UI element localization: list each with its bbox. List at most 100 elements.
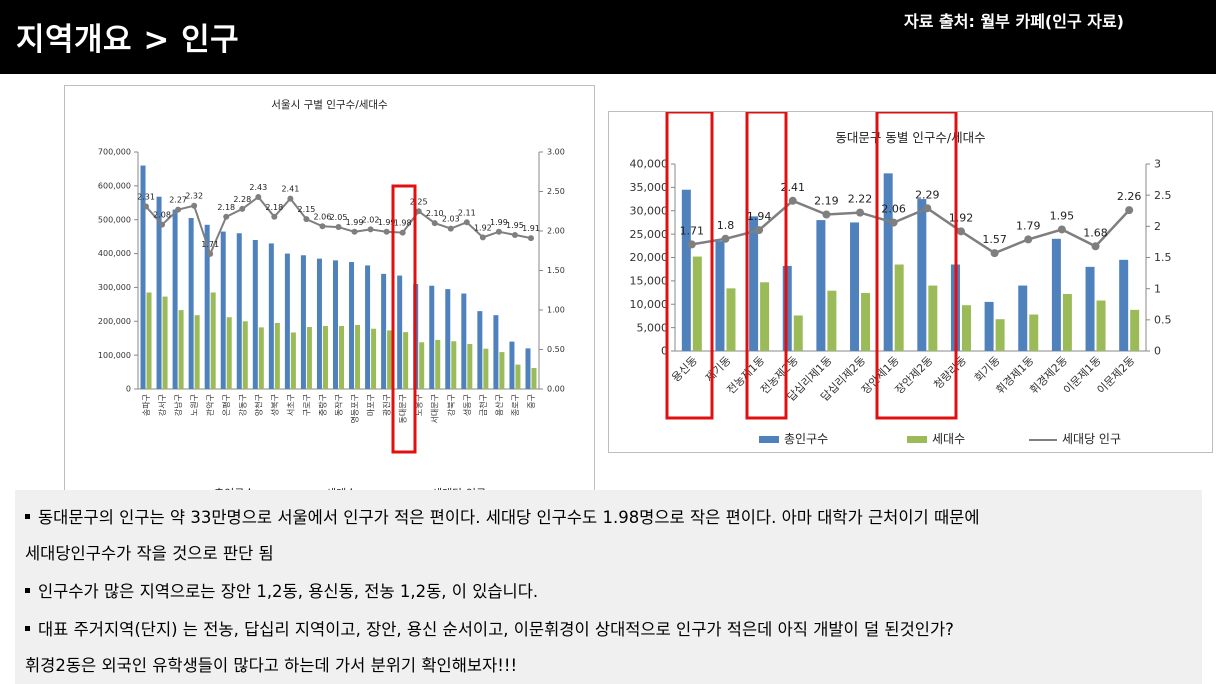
- category-label: 장안제2동: [893, 354, 936, 397]
- data-label: 1.95: [1050, 209, 1075, 222]
- category-label: 성동구: [463, 394, 472, 416]
- bar-households: [467, 343, 473, 389]
- right-legend-total: 총인구수: [759, 430, 828, 447]
- note-text: 인구수가 많은 지역으로는 장안 1,2동, 용신동, 전농 1,2동, 이 있…: [38, 582, 539, 601]
- bar-total-population: [268, 243, 274, 389]
- point-persons-per-household: [223, 213, 230, 220]
- data-label: 1.99: [378, 218, 396, 227]
- point-persons-per-household: [788, 196, 797, 205]
- data-label: 2.25: [410, 197, 428, 206]
- data-label: 2.41: [781, 181, 806, 194]
- data-label: 1.57: [982, 233, 1007, 246]
- point-persons-per-household: [239, 205, 246, 212]
- point-persons-per-household: [383, 228, 390, 235]
- source-note: 자료 출처: 월부 카페(인구 자료): [904, 12, 1124, 31]
- category-label: 제기동: [703, 354, 734, 385]
- data-label: 2.29: [915, 188, 940, 201]
- bar-households: [928, 285, 938, 351]
- seoul-district-chart: 서울시 구별 인구수/세대수 0 100,000 200,000 300,000 400…: [64, 85, 595, 509]
- y-tick-label-left: 40,000: [630, 158, 669, 171]
- data-label: 1.71: [680, 224, 705, 237]
- bar-total-population: [445, 289, 451, 389]
- y-tick-label-left: 30,000: [630, 204, 669, 217]
- y-tick-label-right: 0.50: [547, 345, 565, 354]
- y-tick-label-right: 0: [1154, 345, 1161, 358]
- bar-households: [210, 292, 216, 389]
- y-tick-label-left: 5,000: [637, 321, 669, 334]
- data-label: 2.18: [217, 203, 235, 212]
- dongdaemun-dong-chart: 동대문구 동별 인구수/세대수 0 5,000 10,000 15,000 20,000…: [608, 111, 1213, 453]
- bullet-icon: [25, 626, 30, 631]
- bar-households: [961, 305, 971, 351]
- category-label: 동대문구: [399, 394, 408, 423]
- point-persons-per-household: [1024, 235, 1033, 244]
- category-label: 마포구: [367, 394, 376, 416]
- note-text: 대표 주거지역(단지) 는 전농, 답십리 지역이고, 장안, 용신 순서이고,…: [38, 620, 954, 639]
- category-label: 은평구: [221, 394, 231, 416]
- data-label: 2.41: [281, 185, 299, 194]
- category-label: 종로구: [511, 394, 520, 416]
- data-label: 1.92: [474, 223, 492, 232]
- bar-total-population: [1051, 238, 1061, 351]
- data-label: 2.02: [362, 215, 380, 224]
- y-tick-label-left: 0: [661, 345, 668, 358]
- left-chart-svg: 0 100,000 200,000 300,000 400,000 500,000 600,…: [98, 148, 565, 454]
- header-bar: 지역개요 > 인구 자료 출처: 월부 카페(인구 자료): [0, 0, 1216, 74]
- bar-households: [531, 368, 537, 389]
- bar-households: [760, 282, 770, 351]
- point-persons-per-household: [463, 219, 470, 226]
- point-persons-per-household: [479, 234, 486, 241]
- y-tick-label-left: 400,000: [98, 249, 131, 258]
- bar-households: [483, 348, 489, 389]
- legend-swatch-blue: [759, 436, 779, 443]
- category-label: 성북구: [270, 394, 279, 416]
- category-label: 중랑구: [317, 394, 327, 416]
- bar-total-population: [381, 273, 387, 389]
- data-label: 1.79: [1016, 219, 1041, 232]
- category-label: 송파구: [142, 394, 151, 416]
- data-label: 1.71: [201, 240, 219, 249]
- y-tick-label-left: 700,000: [98, 148, 131, 157]
- point-persons-per-household: [335, 224, 342, 231]
- point-persons-per-household: [755, 226, 764, 235]
- bar-households: [226, 317, 232, 389]
- bar-total-population: [252, 240, 258, 389]
- category-label: 도봉구: [415, 394, 424, 416]
- category-label: 강동구: [237, 394, 247, 416]
- data-label: 2.26: [1117, 190, 1142, 203]
- category-label: 중구: [527, 394, 536, 409]
- data-label: 1.99: [346, 218, 364, 227]
- bar-households: [726, 288, 736, 351]
- point-persons-per-household: [527, 235, 534, 242]
- point-persons-per-household: [191, 202, 198, 209]
- point-persons-per-household: [367, 226, 374, 233]
- bar-households: [194, 315, 200, 389]
- data-label: 2.31: [137, 193, 155, 202]
- data-label: 1.68: [1083, 226, 1108, 239]
- y-tick-label-left: 200,000: [98, 317, 131, 326]
- bar-total-population: [1119, 259, 1129, 351]
- bar-households: [290, 332, 296, 389]
- bar-households: [322, 326, 328, 389]
- category-label: 회기동: [972, 354, 1003, 385]
- y-tick-label-left: 0: [126, 385, 131, 394]
- note-text: 동대문구의 인구는 약 33만명으로 서울에서 인구가 적은 편이다. 세대당 …: [38, 508, 980, 527]
- data-label: 2.06: [314, 212, 332, 221]
- category-label: 서초구: [286, 394, 295, 416]
- bar-total-population: [525, 348, 531, 389]
- legend-label: 세대당 인구: [1062, 432, 1122, 446]
- point-persons-per-household: [923, 204, 932, 213]
- point-persons-per-household: [822, 210, 831, 219]
- data-label: 1.98: [394, 219, 412, 228]
- category-label: 강북구: [446, 394, 456, 416]
- bar-total-population: [883, 173, 893, 351]
- y-tick-label-right: 1: [1154, 282, 1161, 295]
- page-title: 지역개요 > 인구: [16, 22, 240, 58]
- point-persons-per-household: [1125, 206, 1134, 215]
- bar-households: [274, 322, 280, 389]
- legend-label: 세대수: [932, 432, 966, 446]
- bar-total-population: [1085, 266, 1095, 351]
- bullet-icon: [25, 514, 30, 519]
- bar-households: [306, 327, 312, 389]
- bar-households: [387, 330, 393, 389]
